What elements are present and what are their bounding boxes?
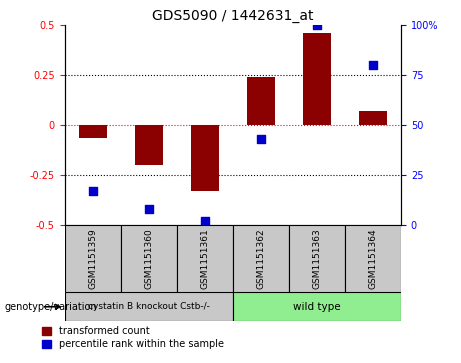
Text: cystatin B knockout Cstb-/-: cystatin B knockout Cstb-/- xyxy=(88,302,210,311)
Bar xyxy=(121,225,177,292)
Text: GSM1151361: GSM1151361 xyxy=(200,228,209,289)
Text: GSM1151363: GSM1151363 xyxy=(313,228,321,289)
Point xyxy=(257,136,265,142)
Text: GSM1151359: GSM1151359 xyxy=(88,228,97,289)
Bar xyxy=(191,125,219,191)
Point xyxy=(145,206,152,212)
Bar xyxy=(359,111,387,125)
Bar xyxy=(135,125,163,165)
Bar xyxy=(289,225,345,292)
Text: GSM1151364: GSM1151364 xyxy=(368,228,378,289)
Bar xyxy=(303,33,331,125)
Bar xyxy=(247,77,275,125)
Bar xyxy=(233,292,401,321)
Bar xyxy=(345,225,401,292)
Title: GDS5090 / 1442631_at: GDS5090 / 1442631_at xyxy=(152,9,313,23)
Point xyxy=(313,23,321,28)
Legend: transformed count, percentile rank within the sample: transformed count, percentile rank withi… xyxy=(42,326,224,349)
Bar xyxy=(65,225,121,292)
Bar xyxy=(78,125,106,138)
Text: wild type: wild type xyxy=(293,302,341,312)
Text: GSM1151360: GSM1151360 xyxy=(144,228,153,289)
Text: genotype/variation: genotype/variation xyxy=(5,302,97,312)
Point xyxy=(369,62,377,68)
Point xyxy=(89,188,96,194)
Text: GSM1151362: GSM1151362 xyxy=(256,228,266,289)
Point xyxy=(201,218,208,224)
Bar xyxy=(177,225,233,292)
Bar xyxy=(65,292,233,321)
Bar xyxy=(233,225,289,292)
